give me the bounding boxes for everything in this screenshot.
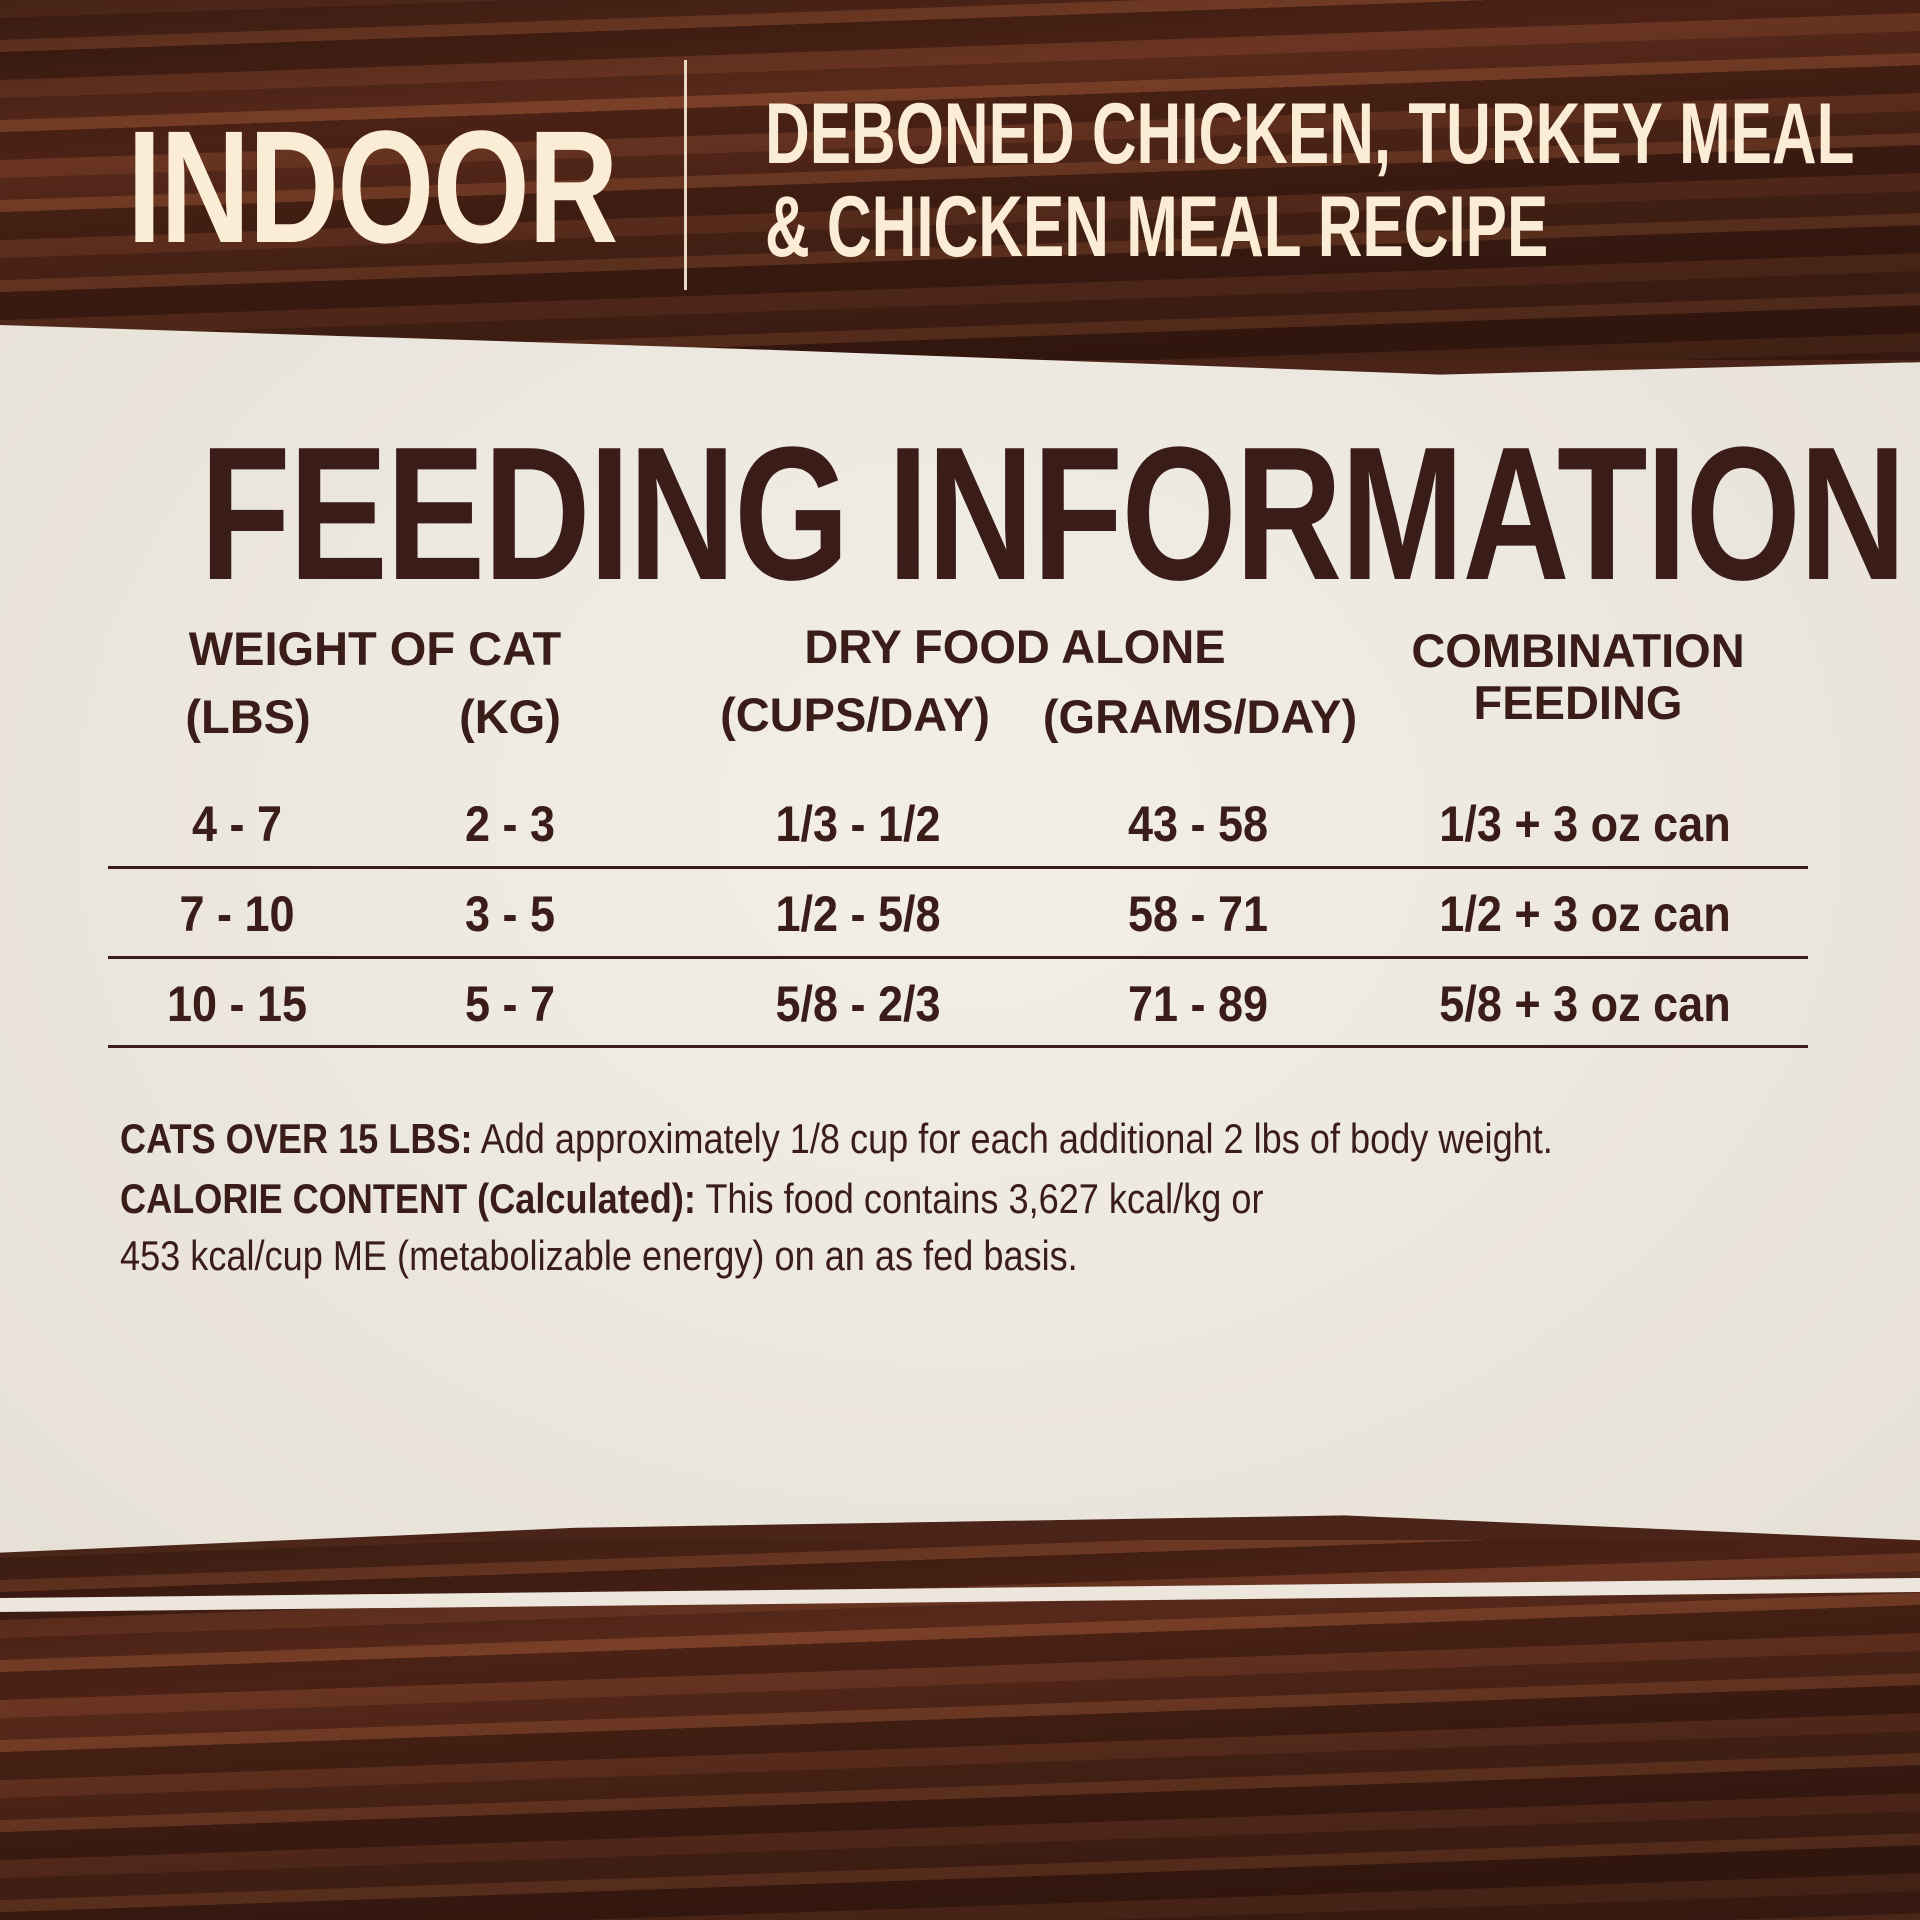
- header-combo-1: COMBINATION: [1411, 624, 1745, 677]
- product-line-name: INDOOR: [127, 97, 618, 276]
- header-weight: WEIGHT OF CAT: [188, 622, 562, 675]
- note-calories: CALORIE CONTENT (Calculated): This food …: [120, 1175, 1263, 1223]
- note-text: This food contains 3,627 kcal/kg or: [695, 1175, 1264, 1222]
- note-over-15: CATS OVER 15 LBS: Add approximately 1/8 …: [120, 1115, 1553, 1163]
- cell-grams: 58 - 71: [1127, 886, 1269, 942]
- note-label: CATS OVER 15 LBS:: [120, 1115, 473, 1162]
- cell-grams: 71 - 89: [1127, 976, 1269, 1032]
- note-text: Add approximately 1/8 cup for each addit…: [472, 1115, 1553, 1162]
- cell-cups: 1/3 - 1/2: [775, 796, 941, 852]
- cell-lbs: 4 - 7: [191, 796, 283, 852]
- cell-combo: 5/8 + 3 oz can: [1439, 976, 1731, 1032]
- cell-kg: 3 - 5: [464, 886, 556, 942]
- cell-kg: 2 - 3: [464, 796, 556, 852]
- cell-combo: 1/3 + 3 oz can: [1439, 796, 1731, 852]
- header-lbs: (LBS): [185, 690, 311, 743]
- cell-lbs: 7 - 10: [179, 886, 295, 942]
- row-divider: [108, 866, 1808, 869]
- recipe-line-1: DEBONED CHICKEN, TURKEY MEAL: [765, 86, 1855, 182]
- cell-kg: 5 - 7: [464, 976, 556, 1032]
- recipe-line-2: & CHICKEN MEAL RECIPE: [765, 179, 1549, 275]
- row-divider: [108, 1045, 1808, 1048]
- cell-lbs: 10 - 15: [166, 976, 308, 1032]
- row-divider: [108, 956, 1808, 959]
- cell-grams: 43 - 58: [1127, 796, 1269, 852]
- header-dry: DRY FOOD ALONE: [804, 620, 1226, 673]
- page-title: FEEDING INFORMATION: [200, 408, 1906, 620]
- paper-panel: [0, 325, 1920, 1553]
- cell-cups: 1/2 - 5/8: [775, 886, 941, 942]
- cell-cups: 5/8 - 2/3: [775, 976, 941, 1032]
- header-kg: (KG): [459, 690, 561, 743]
- wood-background-top: [0, 0, 1920, 360]
- note-calories-2: 453 kcal/cup ME (metabolizable energy) o…: [120, 1232, 1078, 1279]
- note-label: CALORIE CONTENT (Calculated):: [120, 1175, 696, 1222]
- header-grams: (GRAMS/DAY): [1042, 690, 1358, 743]
- header-cups: (CUPS/DAY): [720, 688, 990, 741]
- header-combo-2: FEEDING: [1473, 676, 1683, 729]
- cell-combo: 1/2 + 3 oz can: [1439, 886, 1731, 942]
- header-divider: [684, 60, 687, 290]
